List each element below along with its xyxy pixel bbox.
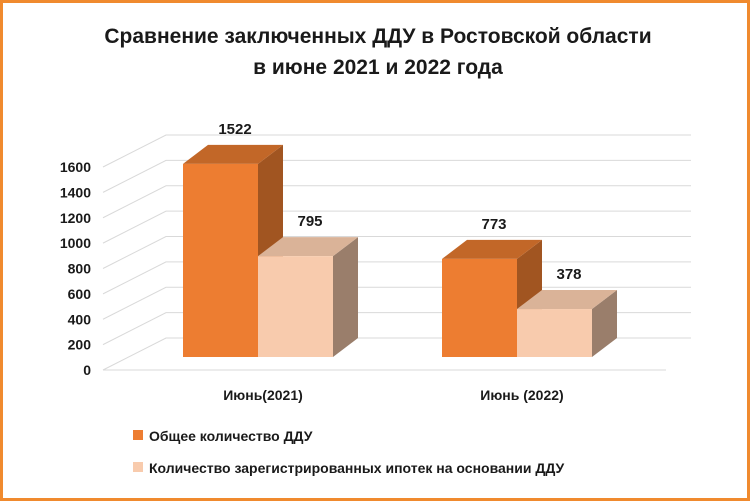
bar-side xyxy=(592,290,617,357)
bar-front xyxy=(183,163,258,357)
legend-swatch xyxy=(133,462,143,472)
gridlines xyxy=(102,134,691,371)
data-label: 773 xyxy=(481,216,506,233)
x-axis: Июнь(2021) Июнь (2022) xyxy=(223,387,564,403)
gridline xyxy=(102,134,691,168)
bar-front xyxy=(442,258,517,357)
y-tick-label: 200 xyxy=(68,337,92,353)
y-tick-label: 1600 xyxy=(60,159,91,175)
gridline xyxy=(102,236,691,269)
chart-subtitle: в июне 2021 и 2022 года xyxy=(253,56,503,79)
bars: 1522 795 773 378 xyxy=(183,121,617,357)
legend-label: Общее количество ДДУ xyxy=(149,428,313,444)
y-tick-label: 800 xyxy=(68,261,92,277)
y-tick-label: 600 xyxy=(68,286,92,302)
bar-side xyxy=(333,237,358,357)
gridline xyxy=(102,185,691,219)
y-tick-label: 1200 xyxy=(60,210,91,226)
legend-swatch xyxy=(133,430,143,440)
legend-label: Количество зарегистрированных ипотек на … xyxy=(149,460,564,476)
chart-title: Сравнение заключенных ДДУ в Ростовской о… xyxy=(104,25,651,48)
x-category-label: Июнь(2021) xyxy=(223,387,303,403)
bar-front xyxy=(517,309,592,357)
gridline xyxy=(102,159,691,193)
y-axis: 0 200 400 600 800 1000 1200 1400 1600 xyxy=(60,159,91,378)
bar-front xyxy=(258,256,333,357)
data-label: 795 xyxy=(297,213,322,230)
chart-svg: Сравнение заключенных ДДУ в Ростовской о… xyxy=(60,25,691,476)
bar-top xyxy=(183,144,283,164)
bar-mortgage-0 xyxy=(258,237,358,357)
gridline xyxy=(102,210,691,244)
y-tick-label: 1000 xyxy=(60,235,91,251)
bar-total-1 xyxy=(442,239,542,357)
x-category-label: Июнь (2022) xyxy=(480,387,563,403)
bar-top xyxy=(442,239,542,259)
data-label: 378 xyxy=(556,266,581,283)
bar-top xyxy=(258,237,358,257)
y-tick-label: 400 xyxy=(68,311,92,327)
bar-top xyxy=(517,290,617,310)
legend: Общее количество ДДУ Количество зарегистр… xyxy=(133,428,564,476)
y-tick-label: 0 xyxy=(83,362,91,378)
data-label: 1522 xyxy=(218,121,251,138)
bar-mortgage-1 xyxy=(517,290,617,357)
y-tick-label: 1400 xyxy=(60,184,91,200)
